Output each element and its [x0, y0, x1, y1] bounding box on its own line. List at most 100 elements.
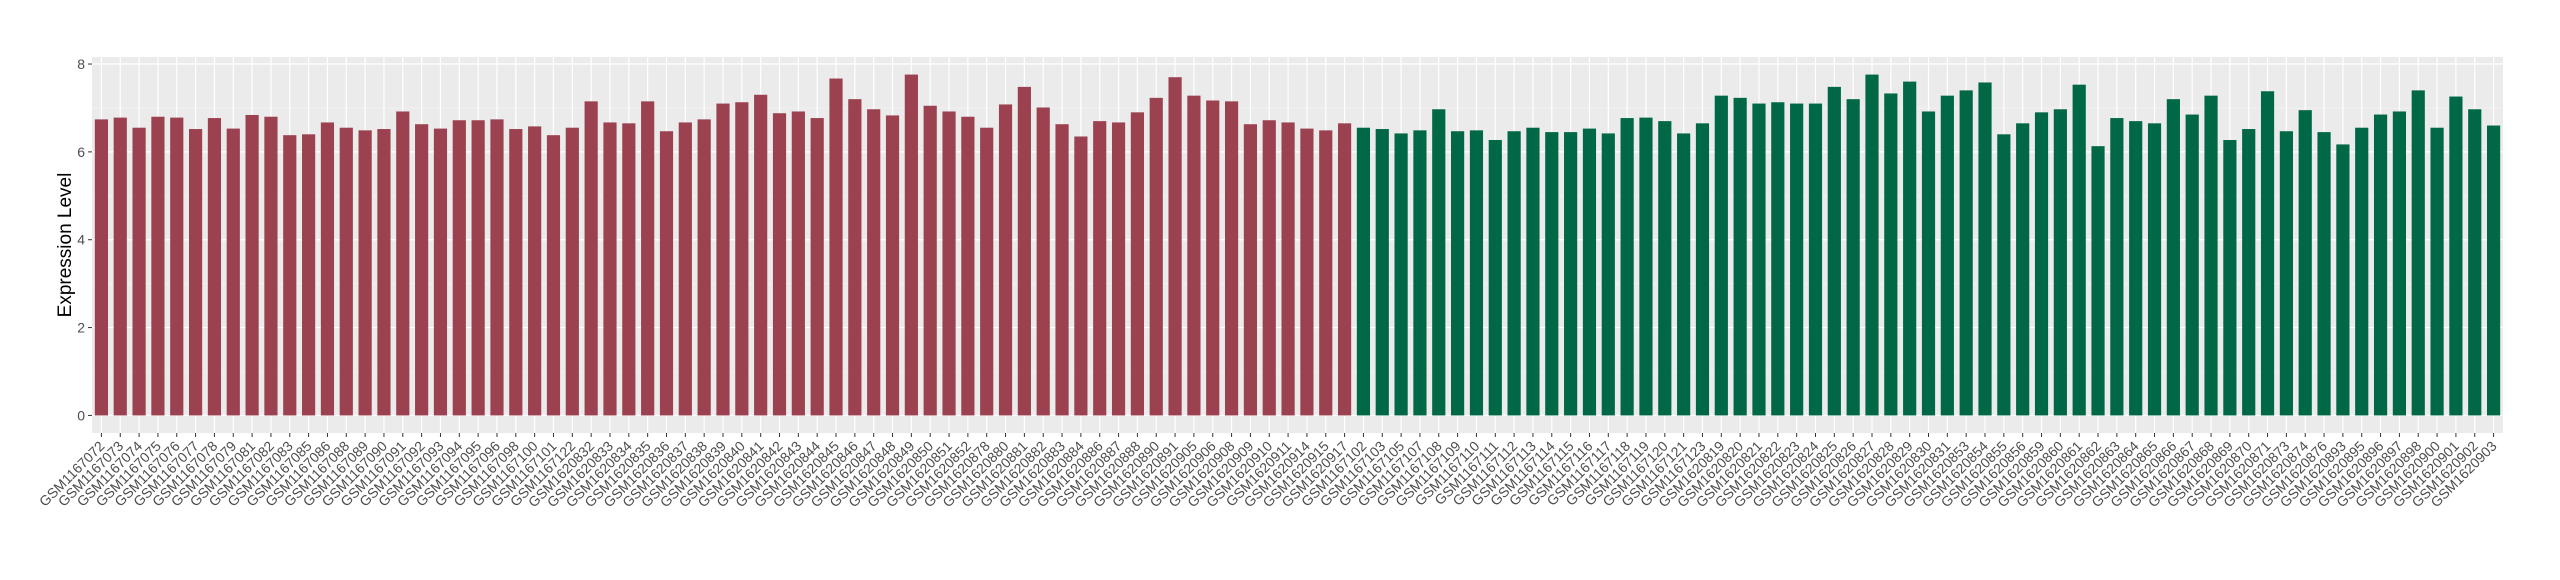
bar-GSM1620845	[829, 78, 843, 416]
bar-GSM1167117	[1601, 133, 1615, 416]
bar-GSM1620822	[1771, 102, 1785, 416]
bar-GSM1620842	[772, 113, 787, 416]
bar-GSM1620884	[1074, 136, 1088, 416]
bar-GSM1620901	[2449, 96, 2463, 416]
bar-GSM1167090	[377, 129, 391, 416]
bar-GSM1620840	[735, 102, 749, 416]
bar-GSM1620839	[716, 103, 730, 416]
bar-GSM1167120	[1658, 121, 1672, 416]
bar-GSM1620825	[1827, 86, 1841, 416]
bar-GSM1620831	[1940, 95, 1954, 416]
bar-GSM1620835	[641, 101, 655, 416]
bar-GSM1620883	[1055, 124, 1069, 416]
bar-GSM1620895	[2355, 127, 2369, 416]
bar-GSM1167092	[415, 124, 429, 416]
bar-GSM1167121	[1677, 133, 1691, 416]
bar-GSM1620880	[998, 104, 1013, 416]
bar-GSM1167119	[1639, 117, 1653, 416]
bar-GSM1167105	[1394, 133, 1408, 416]
bar-GSM1167091	[396, 111, 410, 416]
bar-GSM1620886	[1093, 121, 1107, 416]
bar-GSM1620871	[2260, 91, 2275, 416]
bar-GSM1167081	[245, 114, 259, 416]
bar-GSM1620833	[603, 122, 617, 416]
bar-GSM1620903	[2486, 125, 2501, 416]
bar-GSM1620874	[2298, 110, 2312, 416]
y-axis: 0 2 4 6 8	[77, 56, 92, 423]
y-tick-label: 4	[77, 232, 85, 248]
bar-GSM1620902	[2468, 109, 2482, 416]
bar-GSM1167107	[1413, 130, 1427, 416]
bar-GSM1167100	[528, 126, 542, 416]
bar-GSM1620829	[1903, 81, 1917, 416]
bar-GSM1167111	[1488, 140, 1502, 416]
bar-GSM1620910	[1262, 120, 1276, 416]
bar-GSM1620911	[1281, 122, 1295, 416]
bar-GSM1620849	[904, 74, 918, 416]
bar-GSM1620856	[2016, 123, 2030, 416]
bar-GSM1620827	[1865, 74, 1879, 416]
bar-GSM1167095	[471, 120, 485, 416]
bar-GSM1167088	[339, 127, 353, 416]
bar-GSM1620852	[961, 116, 975, 416]
bar-GSM1620876	[2317, 132, 2331, 416]
bar-GSM1620854	[1978, 82, 1992, 416]
bar-GSM1167123	[1695, 123, 1710, 416]
bar-GSM1620905	[1187, 95, 1201, 416]
bar-GSM1620897	[2392, 111, 2406, 416]
bar-GSM1620843	[791, 111, 805, 416]
y-tick-label: 6	[77, 144, 85, 160]
bar-GSM1167086	[320, 122, 335, 416]
bar-GSM1620820	[1733, 97, 1747, 416]
bar-GSM1167078	[207, 118, 222, 416]
bars	[94, 74, 2501, 416]
bar-GSM1620830	[1921, 111, 1936, 416]
bar-GSM1167109	[1451, 131, 1465, 416]
bar-GSM1167094	[452, 120, 466, 416]
bar-GSM1620867	[2185, 114, 2199, 416]
bar-GSM1620915	[1319, 130, 1333, 416]
bar-GSM1620860	[2053, 109, 2067, 416]
bar-GSM1620870	[2242, 129, 2256, 416]
bar-GSM1620855	[1997, 134, 2011, 416]
bar-GSM1620898	[2411, 90, 2425, 416]
bar-GSM1620837	[678, 122, 692, 416]
bar-GSM1167110	[1469, 130, 1484, 416]
bar-GSM1167083	[283, 135, 297, 416]
x-axis: GSM1167072GSM1167073GSM1167074GSM1167075…	[36, 433, 2500, 510]
bar-GSM1167113	[1526, 127, 1540, 416]
bar-GSM1620896	[2373, 114, 2388, 416]
y-axis-title: Expression Level	[55, 173, 76, 318]
bar-GSM1167077	[189, 129, 203, 416]
y-tick-label: 2	[77, 320, 85, 336]
bar-GSM1620848	[885, 115, 900, 416]
bar-GSM1620853	[1959, 90, 1973, 416]
bar-GSM1167102	[1356, 127, 1371, 416]
bar-GSM1620908	[1224, 101, 1239, 416]
bar-GSM1620865	[2147, 123, 2162, 416]
bar-GSM1167075	[151, 116, 165, 416]
bar-GSM1620850	[923, 105, 937, 416]
bar-GSM1620834	[622, 123, 636, 416]
bar-GSM1620838	[697, 119, 711, 416]
bar-GSM1620882	[1036, 107, 1050, 416]
bar-GSM1620836	[659, 131, 674, 416]
bar-GSM1167115	[1564, 132, 1578, 416]
bar-GSM1167074	[132, 127, 146, 416]
bar-GSM1167101	[546, 135, 561, 416]
bar-GSM1167096	[490, 119, 504, 416]
bar-GSM1167112	[1507, 131, 1521, 416]
bar-GSM1620828	[1884, 93, 1898, 416]
bar-GSM1620887	[1111, 122, 1126, 416]
bar-GSM1620873	[2279, 131, 2293, 416]
bar-GSM1620868	[2204, 95, 2218, 416]
bar-GSM1167118	[1620, 118, 1634, 416]
bar-GSM1167079	[226, 128, 240, 416]
bar-GSM1620826	[1846, 99, 1860, 416]
bar-GSM1167114	[1545, 132, 1559, 416]
bar-GSM1620863	[2110, 118, 2124, 416]
bar-GSM1167093	[433, 128, 448, 416]
bar-GSM1620864	[2129, 121, 2143, 416]
bar-GSM1620819	[1714, 95, 1728, 416]
bar-GSM1167116	[1582, 128, 1597, 416]
